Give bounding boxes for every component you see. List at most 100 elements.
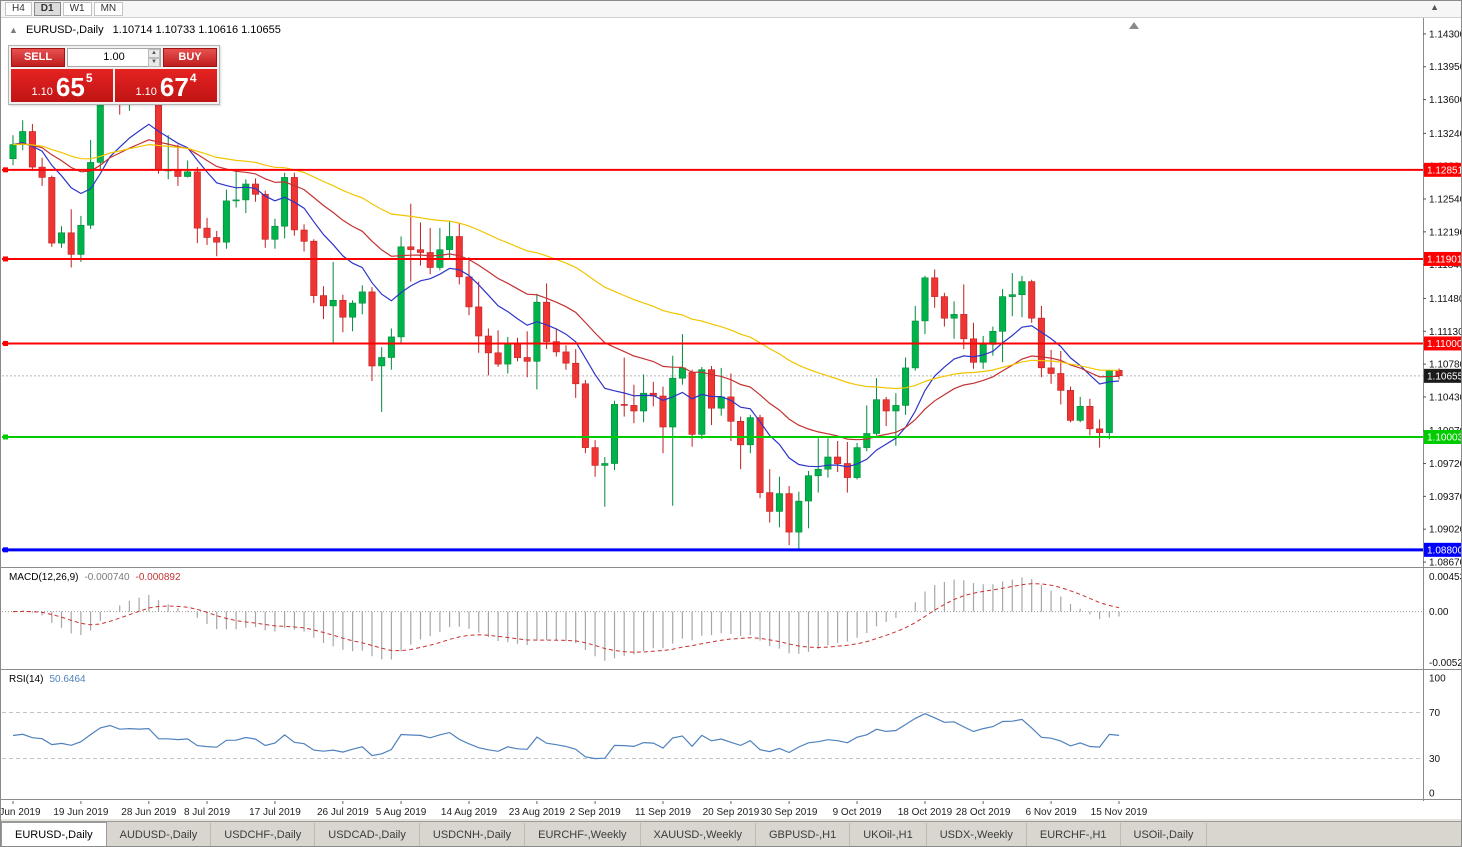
price-badges: 1.12851 1.11901 1.11000 1.10003 1.08800 1.106…	[1424, 162, 1462, 557]
line-anchor	[3, 340, 8, 346]
chart-tab[interactable]: USDCHF-,Daily	[211, 823, 316, 846]
date-tick-label: 26 Jul 2019	[317, 807, 369, 818]
date-tick-label: 28 Oct 2019	[956, 807, 1011, 818]
line-anchor	[3, 167, 8, 173]
chart-tab[interactable]: USDCAD-,Daily	[315, 823, 420, 846]
price-tick-label: 1.10430	[1429, 392, 1462, 403]
line-anchor	[3, 547, 8, 553]
one-click-trading-widget: SELL 1.00 ▲ ▼ BUY 1.10 65 5 1.10	[8, 45, 220, 105]
volume-spinner: ▲ ▼	[148, 49, 160, 67]
ma-line-26	[12, 139, 1120, 441]
buy-price-pip: 4	[189, 71, 197, 85]
price-badge-label: 1.11000	[1427, 339, 1462, 350]
rsi-tick-label: 0	[1429, 789, 1435, 800]
date-tick-label: 6 Nov 2019	[1026, 807, 1078, 818]
date-tick-label: 15 Nov 2019	[1091, 807, 1148, 818]
date-tick-label: 28 Jun 2019	[121, 807, 176, 818]
price-line-badge	[1424, 368, 1461, 383]
price-line-badge	[1424, 336, 1461, 351]
chart-svg[interactable]: 1.143001.139501.136001.132401.128901.125…	[1, 18, 1462, 819]
sell-button[interactable]: SELL	[11, 48, 65, 67]
macd-tick-label: 0.004536	[1429, 572, 1462, 583]
chart-shift-marker[interactable]	[1129, 22, 1139, 29]
price-line-badge	[1424, 542, 1461, 557]
date-tick-label: 30 Sep 2019	[761, 807, 818, 818]
price-tick-label: 1.09020	[1429, 525, 1462, 536]
chart-tab[interactable]: EURUSD-,Daily	[1, 822, 107, 846]
date-tick-label: 14 Aug 2019	[441, 807, 498, 818]
date-tick-label: 11 Sep 2019	[635, 807, 691, 818]
period-button-w1[interactable]: W1	[62, 2, 92, 16]
period-button-h4[interactable]: H4	[5, 2, 32, 16]
chart-tab[interactable]: AUDUSD-,Daily	[107, 823, 212, 846]
date-tick-label: 18 Oct 2019	[898, 807, 953, 818]
sell-price-big: 65	[55, 72, 85, 102]
macd-pane	[2, 577, 1423, 661]
chart-tab-bar: EURUSD-,Daily AUDUSD-,Daily USDCHF-,Daily U…	[1, 821, 1461, 846]
period-buttons: H4 D1 W1 MN	[5, 2, 125, 16]
macd-name: MACD(12,26,9)	[9, 572, 79, 583]
price-line-badge	[1424, 251, 1461, 266]
toolbar: H4 D1 W1 MN ▲	[1, 1, 1461, 18]
line-anchor	[3, 434, 8, 440]
chart-tab[interactable]: USOil-,Daily	[1121, 823, 1208, 846]
rsi-label: RSI(14) 50.6464	[9, 674, 86, 685]
volume-value: 1.00	[103, 51, 125, 63]
price-badge-label: 1.10003	[1427, 432, 1462, 443]
macd-signal-value: -0.000892	[135, 572, 181, 583]
chart-tab[interactable]: UKOil-,H1	[850, 823, 927, 846]
time-scale[interactable]: 10 Jun 2019 19 Jun 2019 28 Jun 2019 8 Jul 2…	[1, 801, 1148, 818]
rsi-tick-label: 70	[1429, 708, 1441, 719]
price-tick-label: 1.08670	[1429, 558, 1462, 569]
chart-ohlc-values: 1.10714 1.10733 1.10616 1.10655	[112, 24, 281, 36]
buy-button[interactable]: BUY	[163, 48, 217, 67]
price-tick-label: 1.12540	[1429, 195, 1462, 206]
date-tick-label: 10 Jun 2019	[1, 807, 41, 818]
sell-price-pip: 5	[85, 71, 93, 85]
line-anchor	[3, 256, 8, 262]
sell-price-display[interactable]: 1.10 65 5	[11, 69, 113, 102]
chart-canvas[interactable]: 1.143001.139501.136001.132401.128901.125…	[1, 18, 1462, 819]
price-tick-label: 1.10780	[1429, 360, 1462, 371]
date-tick-label: 19 Jun 2019	[53, 807, 108, 818]
rsi-pane	[2, 712, 1423, 760]
date-tick-label: 20 Sep 2019	[703, 807, 760, 818]
sell-price-base: 1.10	[31, 86, 53, 98]
macd-signal-line	[12, 583, 1120, 653]
chart-title: ▲ EURUSD-,Daily 1.10714 1.10733 1.10616 …	[9, 24, 281, 36]
price-tick-label: 1.11130	[1429, 327, 1462, 338]
price-tick-label: 1.12190	[1429, 227, 1462, 238]
collapse-icon[interactable]: ▲	[9, 25, 18, 35]
volume-increase-button[interactable]: ▲	[148, 49, 160, 58]
macd-tick-label: -0.005205	[1429, 658, 1462, 669]
price-badge-label: 1.10655	[1427, 371, 1462, 382]
price-tick-label: 1.13600	[1429, 95, 1462, 106]
price-line-badge	[1424, 429, 1461, 444]
volume-decrease-button[interactable]: ▼	[148, 58, 160, 67]
chart-tab[interactable]: EURCHF-,H1	[1027, 823, 1121, 846]
date-tick-label: 2 Sep 2019	[570, 807, 622, 818]
price-tick-label: 1.13950	[1429, 62, 1462, 73]
rsi-tick-label: 30	[1429, 754, 1441, 765]
date-tick-label: 17 Jul 2019	[249, 807, 301, 818]
rsi-tick-label: 100	[1429, 674, 1446, 685]
price-line-badge	[1424, 162, 1461, 177]
period-button-d1[interactable]: D1	[33, 2, 61, 16]
chart-tab[interactable]: USDCNH-,Daily	[420, 823, 526, 846]
macd-label: MACD(12,26,9) -0.000740 -0.000892	[9, 572, 181, 583]
buy-price-display[interactable]: 1.10 67 4	[115, 69, 217, 102]
toolbar-overflow-icon[interactable]: ▲	[1430, 2, 1439, 12]
chart-tab[interactable]: GBPUSD-,H1	[756, 823, 851, 846]
macd-tick-label: 0.00	[1429, 607, 1449, 618]
rsi-name: RSI(14)	[9, 674, 44, 685]
horizontal-sr-lines[interactable]	[2, 167, 1423, 553]
volume-input[interactable]: 1.00 ▲ ▼	[67, 48, 161, 67]
date-tick-label: 5 Aug 2019	[376, 807, 427, 818]
buy-price-base: 1.10	[135, 86, 157, 98]
price-tick-label: 1.09370	[1429, 492, 1462, 503]
period-button-mn[interactable]: MN	[93, 2, 124, 16]
chart-tab[interactable]: EURCHF-,Weekly	[525, 823, 641, 846]
chart-tab[interactable]: XAUUSD-,Weekly	[641, 823, 756, 846]
chart-tab[interactable]: USDX-,Weekly	[927, 823, 1027, 846]
